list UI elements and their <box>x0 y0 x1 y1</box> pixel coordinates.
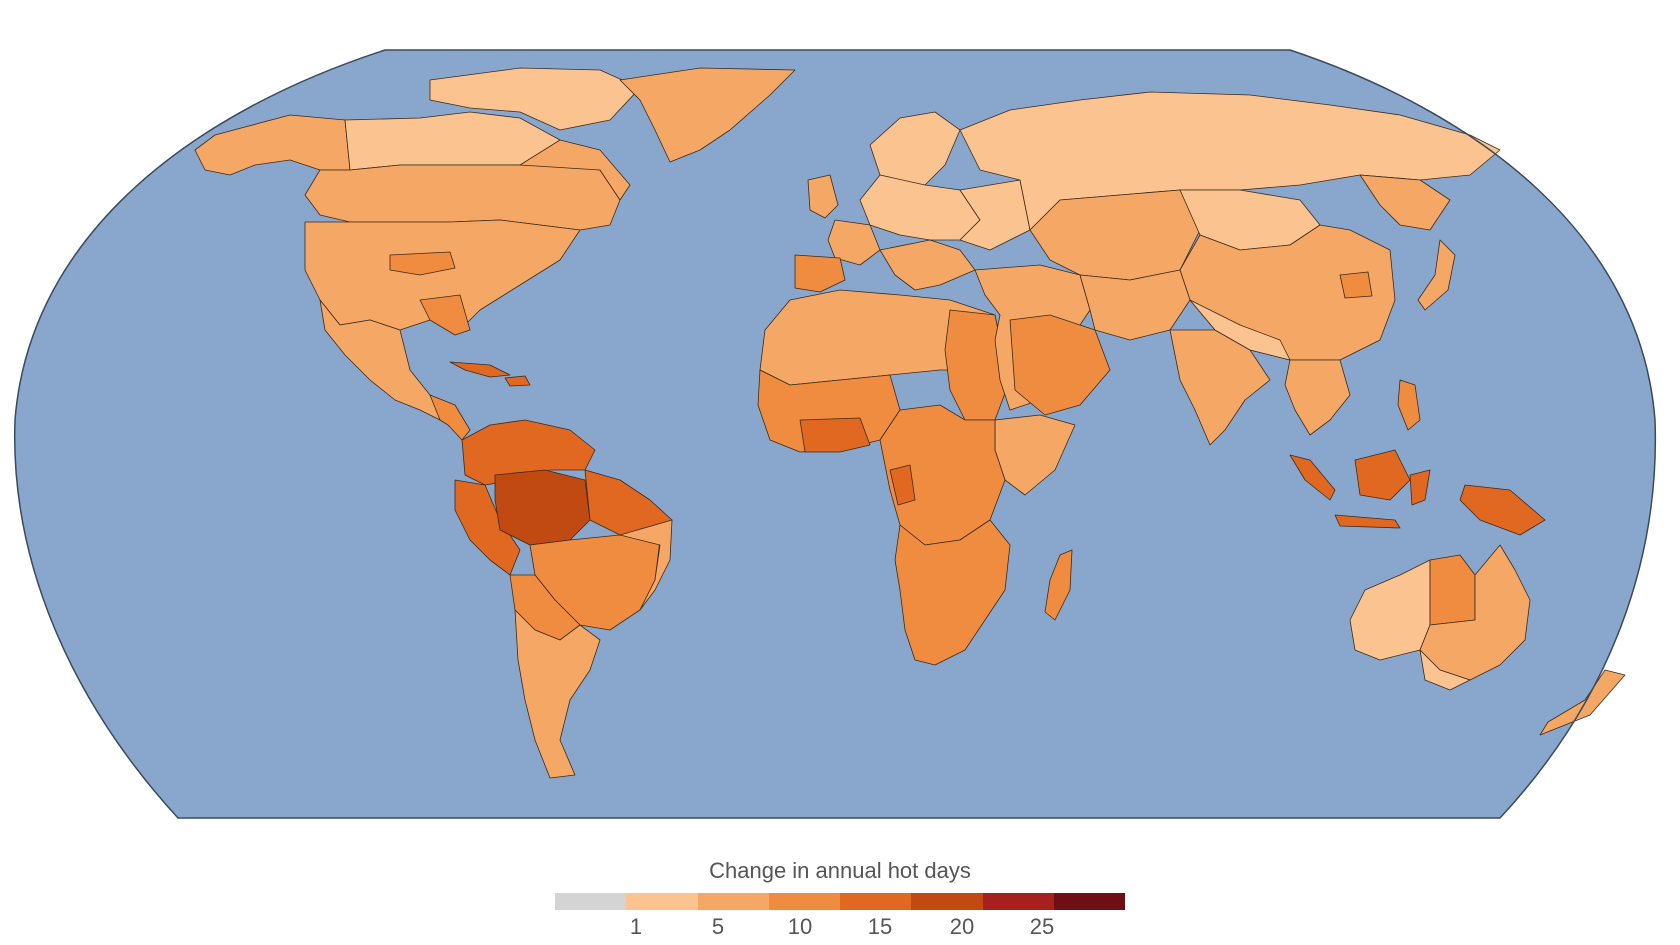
kazakhstan-central-asia <box>1029 189 1201 281</box>
philippines <box>1397 379 1421 431</box>
cameroon-gabon <box>889 464 916 506</box>
south-america <box>454 419 673 779</box>
france <box>827 219 881 266</box>
legend-tick: 20 <box>949 914 975 939</box>
alaska <box>194 114 351 176</box>
legend-color-segment <box>555 893 627 910</box>
color-scale-bar <box>555 893 1125 910</box>
china-east-hotspot <box>1339 271 1373 299</box>
italy-balkans <box>879 239 976 291</box>
legend-color-segment <box>982 893 1054 910</box>
canada <box>304 164 621 231</box>
legend-color-segment <box>911 893 983 910</box>
europe <box>794 111 1031 293</box>
himalaya-region <box>1189 299 1291 361</box>
australia-north-central <box>1429 554 1476 626</box>
arabian-peninsula <box>1009 314 1111 416</box>
legend-tick: 10 <box>787 914 813 939</box>
southeast-asia <box>1284 359 1351 436</box>
new-guinea <box>1459 484 1546 536</box>
us-southeast <box>419 294 471 336</box>
sulawesi <box>1409 469 1431 506</box>
us-central-hotspot <box>389 251 456 276</box>
northern-europe <box>859 174 981 241</box>
eastern-brazil <box>619 519 673 611</box>
java <box>1334 514 1401 529</box>
australia-south-central <box>1419 649 1471 691</box>
hispaniola <box>504 375 531 387</box>
legend-color-segment <box>697 893 769 910</box>
legend-tick: 5 <box>711 914 725 939</box>
north-america <box>194 67 796 441</box>
borneo <box>1354 449 1411 501</box>
new-zealand <box>1539 669 1626 736</box>
oceania <box>1289 449 1626 736</box>
british-isles <box>807 174 839 219</box>
iberia <box>794 254 846 293</box>
hudson-labrador <box>519 139 631 201</box>
legend-title: Change in annual hot days <box>709 858 971 883</box>
gulf-of-guinea <box>799 417 871 453</box>
asia <box>959 91 1501 446</box>
sumatra <box>1289 454 1336 501</box>
legend-color-segment <box>768 893 840 910</box>
legend-tick: 25 <box>1029 914 1055 939</box>
legend-tick: 15 <box>867 914 893 939</box>
australia-east <box>1419 544 1531 681</box>
russian-far-east <box>1359 174 1451 231</box>
madagascar <box>1044 549 1073 621</box>
africa <box>757 289 1076 666</box>
world-map-svg <box>13 49 1657 819</box>
legend-color-segment <box>840 893 912 910</box>
world-map <box>13 49 1657 819</box>
greenland <box>619 67 796 163</box>
projection-outline <box>13 49 1657 819</box>
cuba <box>449 361 511 378</box>
legend: Change in annual hot days 1 5 10 15 20 2… <box>0 850 1680 945</box>
japan <box>1417 239 1456 311</box>
amazon-hotspot <box>494 469 591 546</box>
legend-color-segment <box>626 893 698 910</box>
southern-africa <box>894 519 1011 666</box>
canadian-arctic-islands <box>429 67 641 131</box>
legend-color-segment <box>1053 893 1125 910</box>
legend-tick: 1 <box>629 914 643 939</box>
argentina-chile <box>514 609 601 779</box>
